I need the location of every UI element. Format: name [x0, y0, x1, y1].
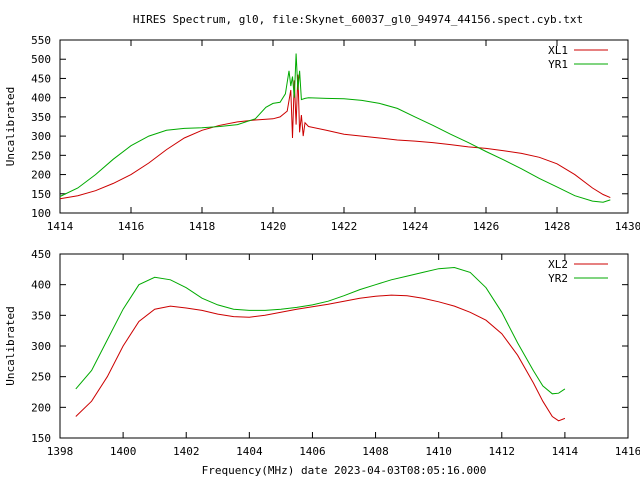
x-tick-label: 1422: [331, 220, 358, 233]
x-axis-label: Frequency(MHz) date 2023-04-03T08:05:16.…: [202, 464, 487, 477]
y-tick-label: 400: [31, 92, 51, 105]
series-line-yr1: [59, 53, 611, 203]
x-tick-label: 1400: [110, 445, 137, 458]
plot-frame: [59, 39, 629, 214]
x-tick-label: 1406: [299, 445, 326, 458]
x-tick-label: 1416: [118, 220, 145, 233]
y-tick-label: 550: [31, 34, 51, 47]
x-tick-label: 1428: [544, 220, 571, 233]
x-tick-label: 1410: [425, 445, 452, 458]
legend-label: YR1: [548, 58, 568, 71]
y-tick-label: 450: [31, 248, 51, 261]
y-axis-label: Uncalibrated: [4, 87, 17, 166]
x-tick-label: 1430: [615, 220, 640, 233]
x-tick-label: 1426: [473, 220, 500, 233]
x-tick-label: 1416: [615, 445, 640, 458]
legend-label: YR2: [548, 272, 568, 285]
y-tick-label: 150: [31, 432, 51, 445]
x-tick-label: 1414: [552, 445, 579, 458]
y-tick-label: 150: [31, 188, 51, 201]
legend-label: XL2: [548, 258, 568, 271]
y-tick-label: 500: [31, 53, 51, 66]
legend-label: XL1: [548, 44, 568, 57]
y-tick-label: 300: [31, 340, 51, 353]
x-tick-label: 1402: [173, 445, 200, 458]
y-axis-label: Uncalibrated: [4, 306, 17, 385]
y-tick-label: 400: [31, 279, 51, 292]
x-tick-label: 1414: [47, 220, 74, 233]
x-tick-label: 1408: [362, 445, 389, 458]
y-tick-label: 450: [31, 72, 51, 85]
x-tick-label: 1404: [236, 445, 263, 458]
series-line-yr2: [75, 266, 566, 395]
y-tick-label: 200: [31, 169, 51, 182]
x-tick-label: 1420: [260, 220, 287, 233]
x-tick-label: 1424: [402, 220, 429, 233]
y-tick-label: 350: [31, 309, 51, 322]
y-tick-label: 250: [31, 149, 51, 162]
x-tick-label: 1398: [47, 445, 74, 458]
y-tick-label: 250: [31, 371, 51, 384]
y-tick-label: 350: [31, 111, 51, 124]
series-line-xl2: [75, 294, 566, 422]
y-tick-label: 200: [31, 401, 51, 414]
chart-title: HIRES Spectrum, gl0, file:Skynet_60037_g…: [133, 13, 583, 26]
series-line-xl1: [59, 74, 611, 200]
y-tick-label: 100: [31, 207, 51, 220]
y-tick-label: 300: [31, 130, 51, 143]
x-tick-label: 1418: [189, 220, 216, 233]
x-tick-label: 1412: [489, 445, 516, 458]
